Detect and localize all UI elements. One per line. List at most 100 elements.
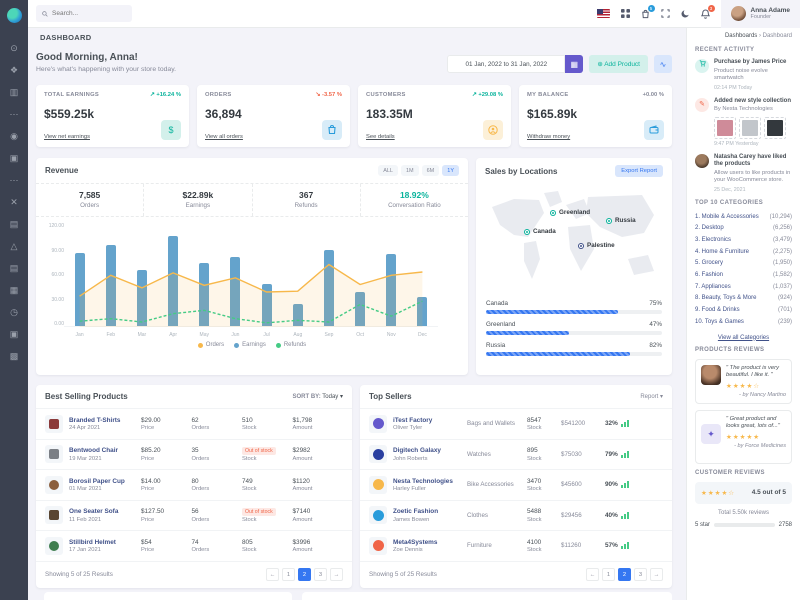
earnings-bar[interactable] bbox=[355, 291, 366, 326]
world-map[interactable]: Greenland Canada Russia Palestine bbox=[484, 184, 664, 296]
map-marker-canada[interactable]: Canada bbox=[524, 228, 556, 235]
product-thumb-jacket[interactable] bbox=[714, 116, 736, 139]
widgets-icon[interactable]: ▤ bbox=[9, 219, 19, 229]
components-icon[interactable]: ✕ bbox=[10, 197, 18, 207]
auth-icon[interactable]: ◉ bbox=[10, 131, 18, 141]
language-flag-icon[interactable] bbox=[596, 9, 610, 18]
earnings-bar[interactable] bbox=[417, 296, 428, 326]
activity-item[interactable]: ✎ Added new style collection By Nesta Te… bbox=[695, 97, 792, 147]
category-link[interactable]: 10. Toys & Games bbox=[695, 318, 744, 325]
activity-pulse-button[interactable]: ∿ bbox=[654, 55, 672, 73]
search-box[interactable] bbox=[36, 5, 132, 22]
chart-plot-area[interactable] bbox=[64, 227, 438, 327]
pages-icon[interactable]: ▣ bbox=[9, 153, 19, 163]
earnings-bar[interactable] bbox=[323, 250, 334, 326]
page-next-button[interactable]: → bbox=[650, 567, 663, 581]
category-link[interactable]: 5. Grocery bbox=[695, 260, 724, 267]
product-row[interactable]: Borosil Paper Cup 01 Mar 2021 $14.00 Price… bbox=[36, 469, 352, 500]
seller-row[interactable]: Zoetic Fashion James Bowen Clothes 5488 St… bbox=[360, 499, 672, 531]
page-3-button[interactable]: 3 bbox=[314, 567, 327, 581]
earnings-bar[interactable] bbox=[74, 252, 85, 326]
brand-logo-icon[interactable] bbox=[6, 8, 22, 23]
page-next-button[interactable]: → bbox=[330, 567, 343, 581]
tab-6m[interactable]: 6M bbox=[421, 165, 440, 176]
map-marker-russia[interactable]: Russia bbox=[606, 217, 636, 224]
product-row[interactable]: Branded T-Shirts 24 Apr 2021 $29.00 Price … bbox=[36, 408, 352, 439]
seller-company[interactable]: iTest Factory bbox=[393, 416, 433, 424]
earnings-bar[interactable] bbox=[386, 253, 397, 326]
page-1-button[interactable]: 1 bbox=[282, 567, 295, 581]
product-name[interactable]: Bentwood Chair bbox=[69, 447, 118, 454]
page-2-button[interactable]: 2 bbox=[298, 567, 311, 581]
menu-divider-icon[interactable]: ⋯ bbox=[9, 109, 19, 119]
category-link[interactable]: 6. Fashion bbox=[695, 272, 724, 279]
cart-icon[interactable]: 5 bbox=[641, 4, 655, 19]
dashboards-icon[interactable]: ⊙ bbox=[10, 43, 18, 53]
user-menu[interactable]: Anna Adame Founder bbox=[720, 0, 800, 28]
product-row[interactable]: One Seater Sofa 11 Feb 2021 $127.50 Price … bbox=[36, 499, 352, 531]
stat-link[interactable]: See details bbox=[366, 134, 395, 140]
sort-by-dropdown[interactable]: SORT BY: Today ▾ bbox=[292, 394, 344, 400]
earnings-bar[interactable] bbox=[261, 284, 272, 326]
fullscreen-icon[interactable] bbox=[660, 9, 670, 18]
clock-icon[interactable]: ◷ bbox=[10, 307, 18, 317]
category-link[interactable]: 4. Home & Furniture bbox=[695, 248, 750, 255]
activity-item[interactable]: Purchase by James Price Product noise ev… bbox=[695, 59, 792, 91]
category-link[interactable]: 1. Mobile & Accessories bbox=[695, 213, 759, 220]
earnings-bar[interactable] bbox=[199, 262, 210, 326]
category-link[interactable]: 2. Desktop bbox=[695, 225, 724, 232]
breadcrumb-parent[interactable]: Dashboards bbox=[724, 33, 758, 39]
stat-link[interactable]: View all orders bbox=[205, 134, 243, 140]
seller-row[interactable]: iTest Factory Oliver Tyler Bags and Walle… bbox=[360, 408, 672, 439]
seller-company[interactable]: Meta4Systems bbox=[393, 538, 438, 546]
notifications-bell-icon[interactable]: 3 bbox=[700, 4, 715, 19]
review-card[interactable]: ✦ " Great product and looks great, lots … bbox=[695, 409, 792, 464]
category-link[interactable]: 8. Beauty, Toys & More bbox=[695, 295, 757, 302]
page-prev-button[interactable]: ← bbox=[586, 567, 599, 581]
category-link[interactable]: 9. Food & Drinks bbox=[695, 307, 740, 314]
earnings-bar[interactable] bbox=[292, 303, 303, 326]
seller-row[interactable]: Meta4Systems Zoe Dennis Furniture 4100 Sto… bbox=[360, 530, 672, 561]
invoices-icon[interactable]: ▤ bbox=[9, 263, 19, 273]
search-input[interactable] bbox=[52, 10, 122, 17]
activity-item[interactable]: Natasha Carey have liked the products Al… bbox=[695, 153, 792, 193]
product-name[interactable]: Branded T-Shirts bbox=[69, 416, 121, 424]
view-all-categories-link[interactable]: View all Categories bbox=[717, 334, 770, 341]
page-2-button[interactable]: 2 bbox=[618, 567, 631, 581]
report-dropdown[interactable]: Report ▾ bbox=[640, 394, 663, 400]
product-row[interactable]: Bentwood Chair 19 Mar 2021 $85.20 Price 35… bbox=[36, 438, 352, 470]
export-report-button[interactable]: Export Report bbox=[615, 165, 663, 177]
legend-item[interactable]: Orders bbox=[197, 342, 224, 348]
map-marker-greenland[interactable]: Greenland bbox=[550, 209, 590, 216]
product-name[interactable]: Stillbird Helmet bbox=[69, 538, 116, 546]
product-thumb-tripod[interactable] bbox=[739, 116, 761, 139]
tab-1y[interactable]: 1Y bbox=[442, 165, 459, 176]
stat-link[interactable]: Withdraw money bbox=[527, 134, 571, 140]
apps-grid-icon[interactable] bbox=[620, 9, 630, 18]
category-link[interactable]: 3. Electronics bbox=[695, 237, 732, 244]
legend-item[interactable]: Earnings bbox=[234, 342, 266, 348]
earnings-bar[interactable] bbox=[105, 245, 116, 326]
product-name[interactable]: Borosil Paper Cup bbox=[69, 477, 125, 485]
tab-all[interactable]: ALL bbox=[378, 165, 398, 176]
date-range-input[interactable]: 01 Jan, 2022 to 31 Jan, 2022 bbox=[447, 55, 566, 73]
gallery-icon[interactable]: ▣ bbox=[9, 329, 19, 339]
apps-icon[interactable]: ❖ bbox=[9, 65, 19, 75]
page-prev-button[interactable]: ← bbox=[266, 567, 279, 581]
earnings-bar[interactable] bbox=[136, 270, 147, 326]
seller-company[interactable]: Zoetic Fashion bbox=[393, 508, 439, 515]
tables-icon[interactable]: ▦ bbox=[9, 285, 19, 295]
maps-icon[interactable]: ▩ bbox=[9, 351, 19, 361]
product-name[interactable]: One Seater Sofa bbox=[69, 508, 119, 515]
stat-link[interactable]: View net earnings bbox=[44, 134, 90, 140]
category-link[interactable]: 7. Appliances bbox=[695, 283, 731, 290]
seller-company[interactable]: Nesta Technologies bbox=[393, 477, 453, 485]
review-card[interactable]: " The product is very beautiful. I like … bbox=[695, 358, 792, 404]
legend-item[interactable]: Refunds bbox=[275, 342, 306, 348]
add-product-button[interactable]: ⊕ Add Product bbox=[589, 55, 648, 73]
product-thumb-bag[interactable] bbox=[764, 116, 786, 139]
product-row[interactable]: Stillbird Helmet 17 Jan 2021 $54 Price 74 O… bbox=[36, 530, 352, 561]
page-3-button[interactable]: 3 bbox=[634, 567, 647, 581]
page-1-button[interactable]: 1 bbox=[602, 567, 615, 581]
earnings-bar[interactable] bbox=[230, 256, 241, 326]
